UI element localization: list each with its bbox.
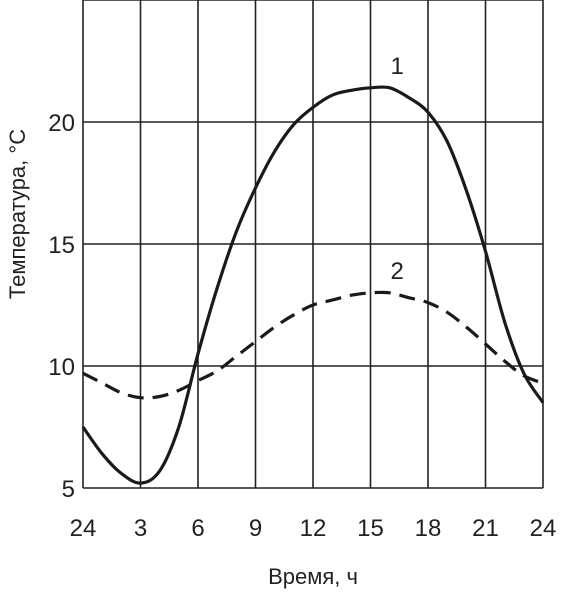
x-tick-label: 15	[357, 515, 384, 542]
y-tick-label: 5	[62, 476, 75, 503]
y-axis-title: Температура, °C	[5, 129, 30, 299]
series-line-2	[82, 290, 544, 400]
x-tick-label: 3	[134, 515, 147, 542]
y-tick-label: 10	[48, 354, 75, 381]
x-tick-label: 24	[530, 515, 557, 542]
series-lines	[81, 85, 545, 485]
y-tick-label: 15	[48, 232, 75, 259]
x-tick-label: 9	[249, 515, 262, 542]
x-axis-title: Время, ч	[268, 564, 358, 589]
x-tick-label: 12	[300, 515, 327, 542]
x-tick-label: 21	[472, 515, 499, 542]
series-line-1	[81, 85, 545, 485]
y-tick-label: 20	[48, 110, 75, 137]
series-label-1: 1	[391, 53, 404, 80]
x-tick-label: 24	[70, 515, 97, 542]
x-tick-label: 6	[191, 515, 204, 542]
grid	[82, 0, 544, 489]
x-tick-label: 18	[415, 515, 442, 542]
series-label-2: 2	[391, 258, 404, 285]
